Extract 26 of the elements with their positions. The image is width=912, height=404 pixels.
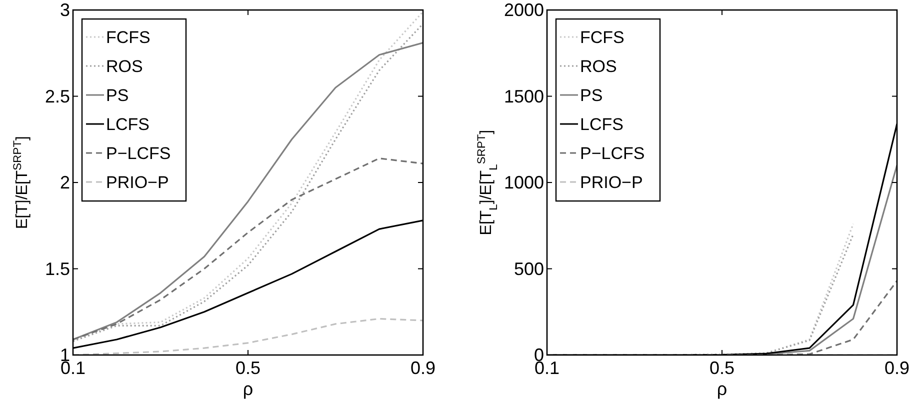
- legend-label: PS: [580, 86, 603, 105]
- x-tick-label: 0.9: [884, 358, 910, 378]
- legend-label: PS: [106, 86, 129, 105]
- y-tick-label: 2.5: [44, 86, 70, 106]
- y-tick-label: 2000: [504, 0, 544, 20]
- legend-label: LCFS: [106, 115, 150, 134]
- y-tick-label: 1000: [504, 172, 544, 192]
- x-axis-title: ρ: [242, 379, 254, 399]
- y-tick-label: 3: [60, 0, 70, 20]
- x-tick-label: 0.5: [709, 358, 735, 378]
- legend-label: PRIO−P: [580, 173, 643, 192]
- legend-label: PRIO−P: [106, 173, 169, 192]
- y-tick-label: 1500: [504, 86, 544, 106]
- y-tick-label: 1.5: [44, 258, 70, 279]
- y-tick-label: 2: [60, 172, 70, 192]
- x-tick-label: 0.9: [410, 358, 436, 378]
- legend-label: ROS: [580, 57, 617, 76]
- x-axis-title: ρ: [716, 379, 728, 399]
- legend-label: FCFS: [106, 28, 150, 47]
- legend-label: P−LCFS: [580, 144, 645, 163]
- legend-label: P−LCFS: [106, 144, 171, 163]
- legend-label: FCFS: [580, 28, 624, 47]
- legend-label: LCFS: [580, 115, 624, 134]
- y-tick-label: 500: [514, 258, 544, 279]
- legend-label: ROS: [106, 57, 143, 76]
- x-tick-label: 0.5: [235, 358, 261, 378]
